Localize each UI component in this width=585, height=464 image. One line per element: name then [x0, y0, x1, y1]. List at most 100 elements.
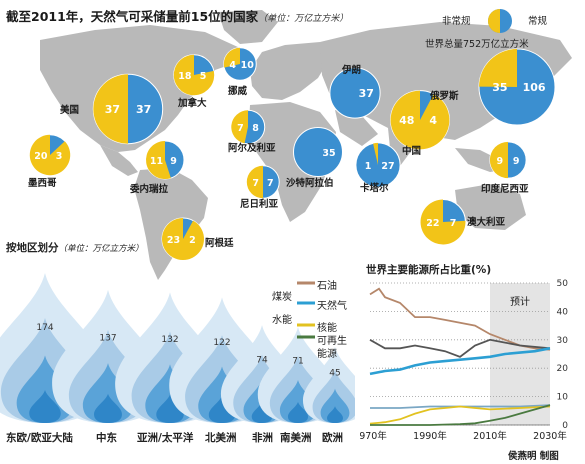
world-total: 世界总量752万亿立方米: [425, 39, 529, 50]
pie-conventional-value: 4: [429, 114, 437, 127]
flame-layer: [287, 401, 309, 423]
pie-conventional-value: 106: [523, 81, 546, 94]
map-australia: [455, 184, 526, 230]
flame-value: 45: [329, 369, 340, 379]
pie-nonconventional-value: 4: [229, 60, 236, 71]
flame-value: 137: [99, 333, 116, 343]
label-china: 中国: [402, 146, 422, 157]
pie-nonconventional-value: 11: [150, 156, 163, 167]
pie-conventional-value: 2: [189, 235, 196, 246]
legend-nuclear: 核能: [317, 323, 337, 334]
flame-value: 174: [36, 323, 53, 333]
legend-renewable-2: 能源: [317, 349, 337, 360]
forecast-label: 预计: [510, 295, 530, 308]
flame-value: 132: [161, 335, 178, 345]
label-qatar: 卡塔尔: [360, 183, 389, 194]
legend-gas: 天然气: [317, 301, 347, 312]
pie-12: 77: [246, 165, 280, 199]
region-flames: 174 137 132 122 74 71 45: [0, 273, 355, 423]
pie-nonconventional-value: 7: [252, 178, 259, 189]
y-tick-label: 40: [557, 307, 569, 317]
legend-pie-icon: [488, 9, 512, 33]
series-line-2: [369, 347, 551, 376]
series-line-4: [369, 405, 551, 425]
pie-nonconventional-slice: [479, 49, 517, 87]
trend-chart-title: 世界主要能源所占比重(%): [366, 264, 492, 276]
pie-2: 10 4: [223, 47, 257, 81]
pie-5: 3 20: [29, 134, 71, 176]
pie-conventional-value: 5: [200, 71, 207, 82]
label-australia: 澳大利亚: [467, 217, 506, 228]
credit: 侯燕明 制图: [508, 451, 559, 462]
label-norway: 挪威: [228, 86, 248, 97]
map-europe: [250, 42, 330, 100]
pie-conventional-value: 37: [136, 103, 151, 116]
legend-coal: 煤炭: [272, 292, 292, 303]
line-legend-swatches: [297, 281, 315, 339]
region-label-europe: 欧洲: [322, 432, 343, 444]
label-venezuela: 委内瑞拉: [130, 184, 169, 195]
region-label-asia-pacific: 亚洲/太平洋: [137, 432, 194, 444]
legend-renewable-1: 可再生: [317, 336, 347, 347]
label-canada: 加拿大: [178, 98, 207, 109]
pie-conventional-slice: [293, 127, 343, 177]
pie-nonconventional-slice: [390, 90, 450, 150]
pie-11: 99: [489, 141, 527, 179]
region-label-eurasia: 东欧/欧亚大陆: [6, 432, 73, 444]
pie-nonconventional-value: 23: [167, 235, 180, 246]
pie-nonconventional-slice: [489, 141, 508, 179]
map-arabia: [335, 110, 378, 146]
pie-nonconventional-slice: [161, 217, 204, 260]
flame-value: 74: [256, 355, 268, 365]
pie-14: 2 23: [161, 217, 205, 260]
pie-nonconventional-slice: [373, 142, 378, 165]
flame-value: 122: [213, 338, 230, 348]
flame-layer: [326, 406, 344, 423]
legend-oil: 石油: [317, 281, 337, 292]
pie-conventional-value: 9: [513, 156, 520, 167]
pie-conventional-value: 27: [381, 161, 394, 172]
label-us: 美国: [60, 105, 80, 116]
pie-7: 87: [230, 109, 266, 145]
pie-nonconventional-slice: [246, 165, 263, 199]
pie-6: 9 11: [145, 140, 185, 180]
x-tick-label: 1990年: [413, 430, 447, 442]
pie-8: 35: [293, 127, 343, 177]
pie-3: 37: [329, 67, 381, 119]
pie-nonconventional-value: 9: [497, 156, 504, 167]
region-label-middle-east: 中东: [96, 432, 117, 444]
pie-nonconventional-value: 20: [34, 151, 48, 162]
label-mexico: 墨西哥: [28, 178, 57, 189]
pie-1: 5 18: [173, 54, 215, 96]
pie-9: 27 1: [355, 142, 401, 188]
pie-conventional-value: 10: [241, 60, 255, 71]
pie-conventional-value: 37: [359, 87, 374, 100]
label-nigeria: 尼日利亚: [240, 199, 279, 210]
label-indonesia: 印度尼西亚: [481, 184, 529, 195]
pie-conventional-value: 9: [170, 156, 177, 167]
label-russia: 俄罗斯: [430, 91, 459, 102]
region-label-africa: 非洲: [252, 432, 273, 444]
legend-hydro: 水能: [272, 315, 292, 326]
pie-nonconventional-value: 35: [492, 81, 507, 94]
label-iran: 伊朗: [342, 65, 362, 76]
flame-layer: [251, 401, 273, 423]
pie-nonconventional-value: 48: [399, 114, 414, 127]
region-chart-title: 按地区划分（单位：万亿立方米）: [6, 242, 144, 254]
pie-13: 7 22: [420, 199, 466, 245]
pie-conventional-value: 7: [267, 178, 274, 189]
legend-conventional-label: 常规: [528, 16, 548, 27]
flame-layer: [94, 393, 122, 423]
pie-nonconventional-value: 1: [365, 161, 372, 172]
pie-nonconventional-value: 18: [178, 71, 192, 82]
region-label-north-america: 北美洲: [205, 432, 237, 444]
pie-nonconventional-slice: [173, 54, 215, 96]
label-algeria: 阿尔及利亚: [228, 143, 276, 154]
pie-conventional-value: 35: [322, 148, 335, 159]
flame-layer: [156, 394, 184, 423]
pie-conventional-value: 3: [56, 151, 63, 162]
pie-nonconventional-slice: [93, 74, 128, 144]
y-tick-label: 50: [557, 279, 569, 289]
